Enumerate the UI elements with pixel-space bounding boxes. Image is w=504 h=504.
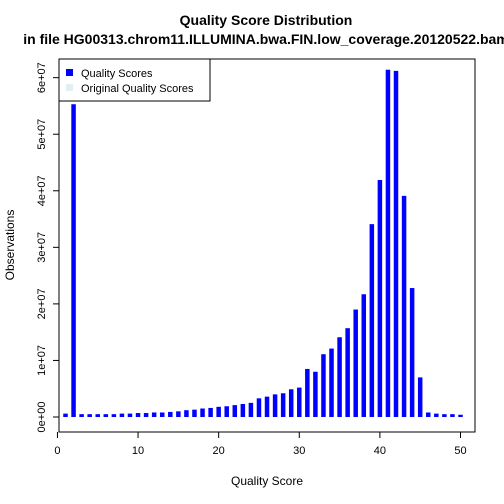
bar-q50 xyxy=(458,414,463,417)
bar-q47 xyxy=(434,413,439,417)
bar-q48 xyxy=(442,414,447,417)
bar-q11 xyxy=(143,413,149,417)
y-axis: 0e+00 1e+07 2e+07 3e+07 4e+07 5e+07 6e+07 xyxy=(36,62,59,432)
legend-box xyxy=(58,58,211,102)
y-tick-label: 4e+07 xyxy=(36,175,48,206)
bar-q15 xyxy=(176,411,181,417)
y-tick-label: 0e+00 xyxy=(36,402,48,433)
bar-q33 xyxy=(321,354,326,417)
bar-q13 xyxy=(159,412,165,417)
bar-q3 xyxy=(79,414,84,417)
bar-q38 xyxy=(361,294,367,417)
bar-q31 xyxy=(305,368,310,417)
bar-q40 xyxy=(377,180,383,417)
legend: Quality Scores Original Quality Scores xyxy=(58,58,211,102)
chart-title: Quality Score Distribution xyxy=(180,12,353,28)
bar-q9 xyxy=(127,413,133,417)
y-axis-title: Observations xyxy=(3,210,17,281)
bar-q41 xyxy=(385,69,391,418)
bar-q28 xyxy=(280,393,286,417)
x-tick-label: 0 xyxy=(54,445,60,457)
legend-swatch-quality-scores xyxy=(66,69,73,76)
bar-q27 xyxy=(272,394,278,417)
bar-q39 xyxy=(369,224,375,417)
bar-q5 xyxy=(95,414,100,417)
bar-q34 xyxy=(329,348,334,417)
x-tick-label: 40 xyxy=(374,445,386,457)
y-tick-label: 6e+07 xyxy=(36,62,48,93)
y-tick-label: 1e+07 xyxy=(36,345,48,376)
bar-q30 xyxy=(297,387,302,417)
bar-q7 xyxy=(111,414,117,417)
bar-q32 xyxy=(313,371,318,417)
legend-label-original-quality-scores: Original Quality Scores xyxy=(81,83,194,95)
bar-q43 xyxy=(401,195,407,417)
x-axis-title: Quality Score xyxy=(231,474,303,488)
bar-q29 xyxy=(288,389,294,417)
bar-q46 xyxy=(426,412,431,417)
bar-q2 xyxy=(71,104,76,418)
bar-q22 xyxy=(232,405,238,417)
chart-subtitle: in file HG00313.chrom11.ILLUMINA.bwa.FIN… xyxy=(23,31,504,47)
bar-q4 xyxy=(87,414,92,417)
x-tick-label: 50 xyxy=(454,445,466,457)
bar-q21 xyxy=(224,406,229,417)
x-tick-label: 30 xyxy=(293,445,305,457)
y-tick-label: 2e+07 xyxy=(36,288,48,319)
bar-q10 xyxy=(135,413,141,417)
x-axis: 0 10 20 30 40 50 xyxy=(54,432,467,457)
bar-q26 xyxy=(264,396,270,417)
x-tick-label: 20 xyxy=(213,445,225,457)
bar-q42 xyxy=(393,70,399,418)
bar-q24 xyxy=(248,402,254,417)
bar-q16 xyxy=(184,410,189,417)
bar-series xyxy=(63,69,463,418)
bar-q23 xyxy=(240,403,246,417)
bar-q6 xyxy=(103,414,109,417)
bar-q1 xyxy=(63,413,68,417)
bar-q45 xyxy=(417,377,423,417)
bar-q8 xyxy=(119,413,125,417)
bar-q49 xyxy=(450,414,455,417)
legend-swatch-original-quality-scores xyxy=(66,84,73,91)
bar-q20 xyxy=(216,406,221,417)
y-tick-label: 5e+07 xyxy=(36,119,48,150)
plot-frame xyxy=(58,58,476,433)
bar-q18 xyxy=(200,408,205,417)
bar-q37 xyxy=(353,309,358,417)
bar-q17 xyxy=(192,409,197,417)
bar-q35 xyxy=(337,337,342,417)
bar-q12 xyxy=(151,412,157,417)
y-tick-label: 3e+07 xyxy=(36,232,48,263)
x-tick-label: 10 xyxy=(132,445,144,457)
bar-q25 xyxy=(256,398,262,417)
bar-q36 xyxy=(345,328,350,417)
bar-q44 xyxy=(409,288,415,417)
legend-label-quality-scores: Quality Scores xyxy=(81,68,153,80)
bar-q19 xyxy=(208,407,213,417)
bar-q14 xyxy=(168,411,173,417)
